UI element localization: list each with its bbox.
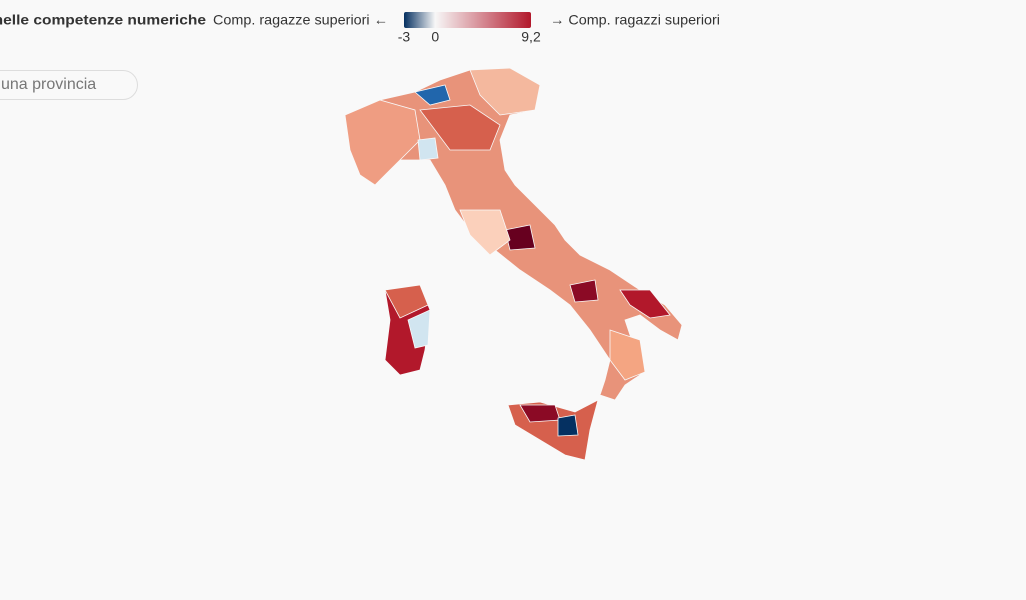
north-east — [469, 67, 541, 116]
north-center — [419, 104, 501, 151]
center-light — [459, 209, 511, 256]
legend-left-label: Comp. ragazze superiori ← — [213, 12, 388, 28]
sardinia-east — [407, 309, 431, 349]
title: ere nelle competenze numeriche — [0, 12, 206, 28]
sardinia-north — [384, 284, 429, 319]
scale-ticks: -3 0 9,2 — [398, 29, 541, 45]
province-dark-2 — [569, 279, 599, 303]
scale-tick-label: 9,2 — [521, 29, 541, 45]
scale-tick-label: -3 — [398, 29, 411, 45]
province-dark — [504, 224, 536, 251]
province-light-blue — [417, 137, 439, 161]
calabria — [609, 329, 646, 381]
scale-tick-label: 0 — [431, 29, 439, 45]
apulia — [619, 289, 671, 319]
legend-right-label: → Comp. ragazzi superiori — [550, 12, 720, 28]
color-scale — [404, 12, 531, 28]
north-west — [344, 99, 421, 186]
search-box[interactable]: una provincia — [0, 70, 138, 100]
province-blue — [414, 84, 451, 106]
italy-map — [344, 67, 683, 461]
province-navy — [557, 414, 579, 437]
